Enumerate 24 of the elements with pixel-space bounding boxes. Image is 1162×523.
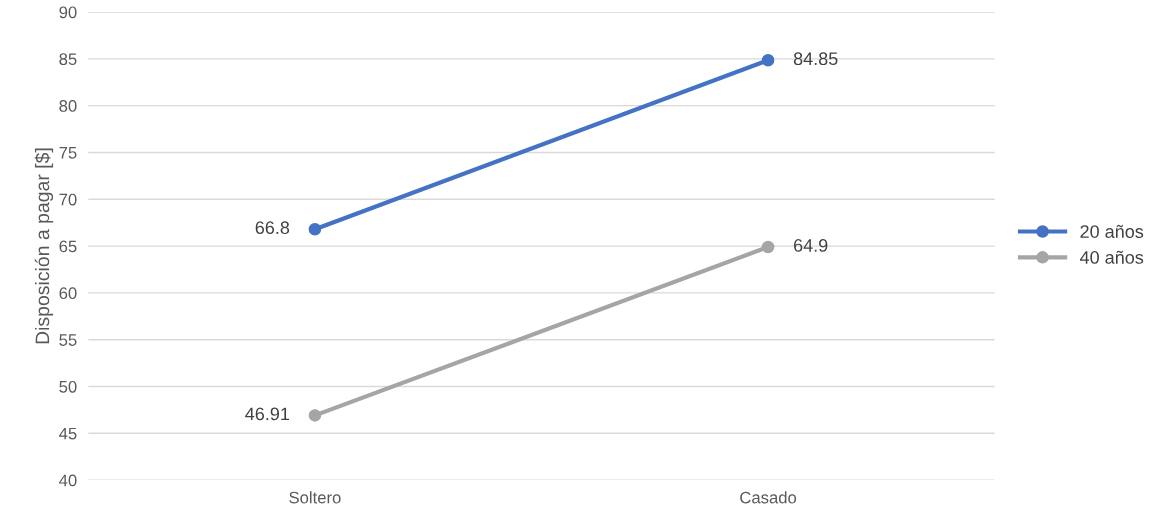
y-tick-label: 45 bbox=[59, 427, 77, 440]
x-tick-label: Casado bbox=[740, 491, 797, 504]
data-label: 46.91 bbox=[245, 407, 290, 421]
point bbox=[308, 409, 322, 422]
y-tick-label: 90 bbox=[59, 6, 77, 19]
y-axis-title: Disposición a pagar [$] bbox=[34, 148, 54, 344]
y-tick-label: 70 bbox=[59, 193, 77, 206]
y-tick-label: 60 bbox=[59, 287, 77, 300]
x-tick-label: Soltero bbox=[289, 491, 341, 504]
y-tick-label: 40 bbox=[59, 474, 77, 487]
data-label: 64.9 bbox=[794, 239, 828, 252]
y-tick-label: 65 bbox=[59, 240, 77, 253]
data-label: 66.8 bbox=[255, 221, 290, 235]
point bbox=[761, 53, 775, 67]
data-label: 84.85 bbox=[793, 52, 838, 66]
point bbox=[308, 222, 322, 236]
y-tick-label: 55 bbox=[59, 334, 77, 346]
y-tick-label: 50 bbox=[59, 380, 77, 393]
y-tick-label: 75 bbox=[59, 147, 77, 159]
legend-label: 20 años bbox=[1080, 224, 1144, 238]
point bbox=[761, 240, 775, 254]
legend-label: 40 años bbox=[1079, 250, 1144, 264]
y-tick-label: 85 bbox=[59, 53, 77, 66]
y-tick-label: 80 bbox=[59, 100, 77, 112]
